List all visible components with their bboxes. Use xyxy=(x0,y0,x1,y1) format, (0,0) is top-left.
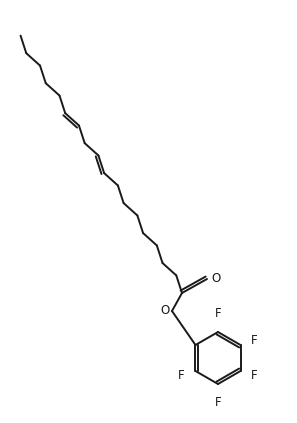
Text: O: O xyxy=(211,272,220,286)
Text: F: F xyxy=(215,307,221,320)
Text: F: F xyxy=(251,369,258,382)
Text: F: F xyxy=(178,369,185,382)
Text: F: F xyxy=(251,334,258,347)
Text: O: O xyxy=(161,303,170,316)
Text: F: F xyxy=(215,396,221,409)
